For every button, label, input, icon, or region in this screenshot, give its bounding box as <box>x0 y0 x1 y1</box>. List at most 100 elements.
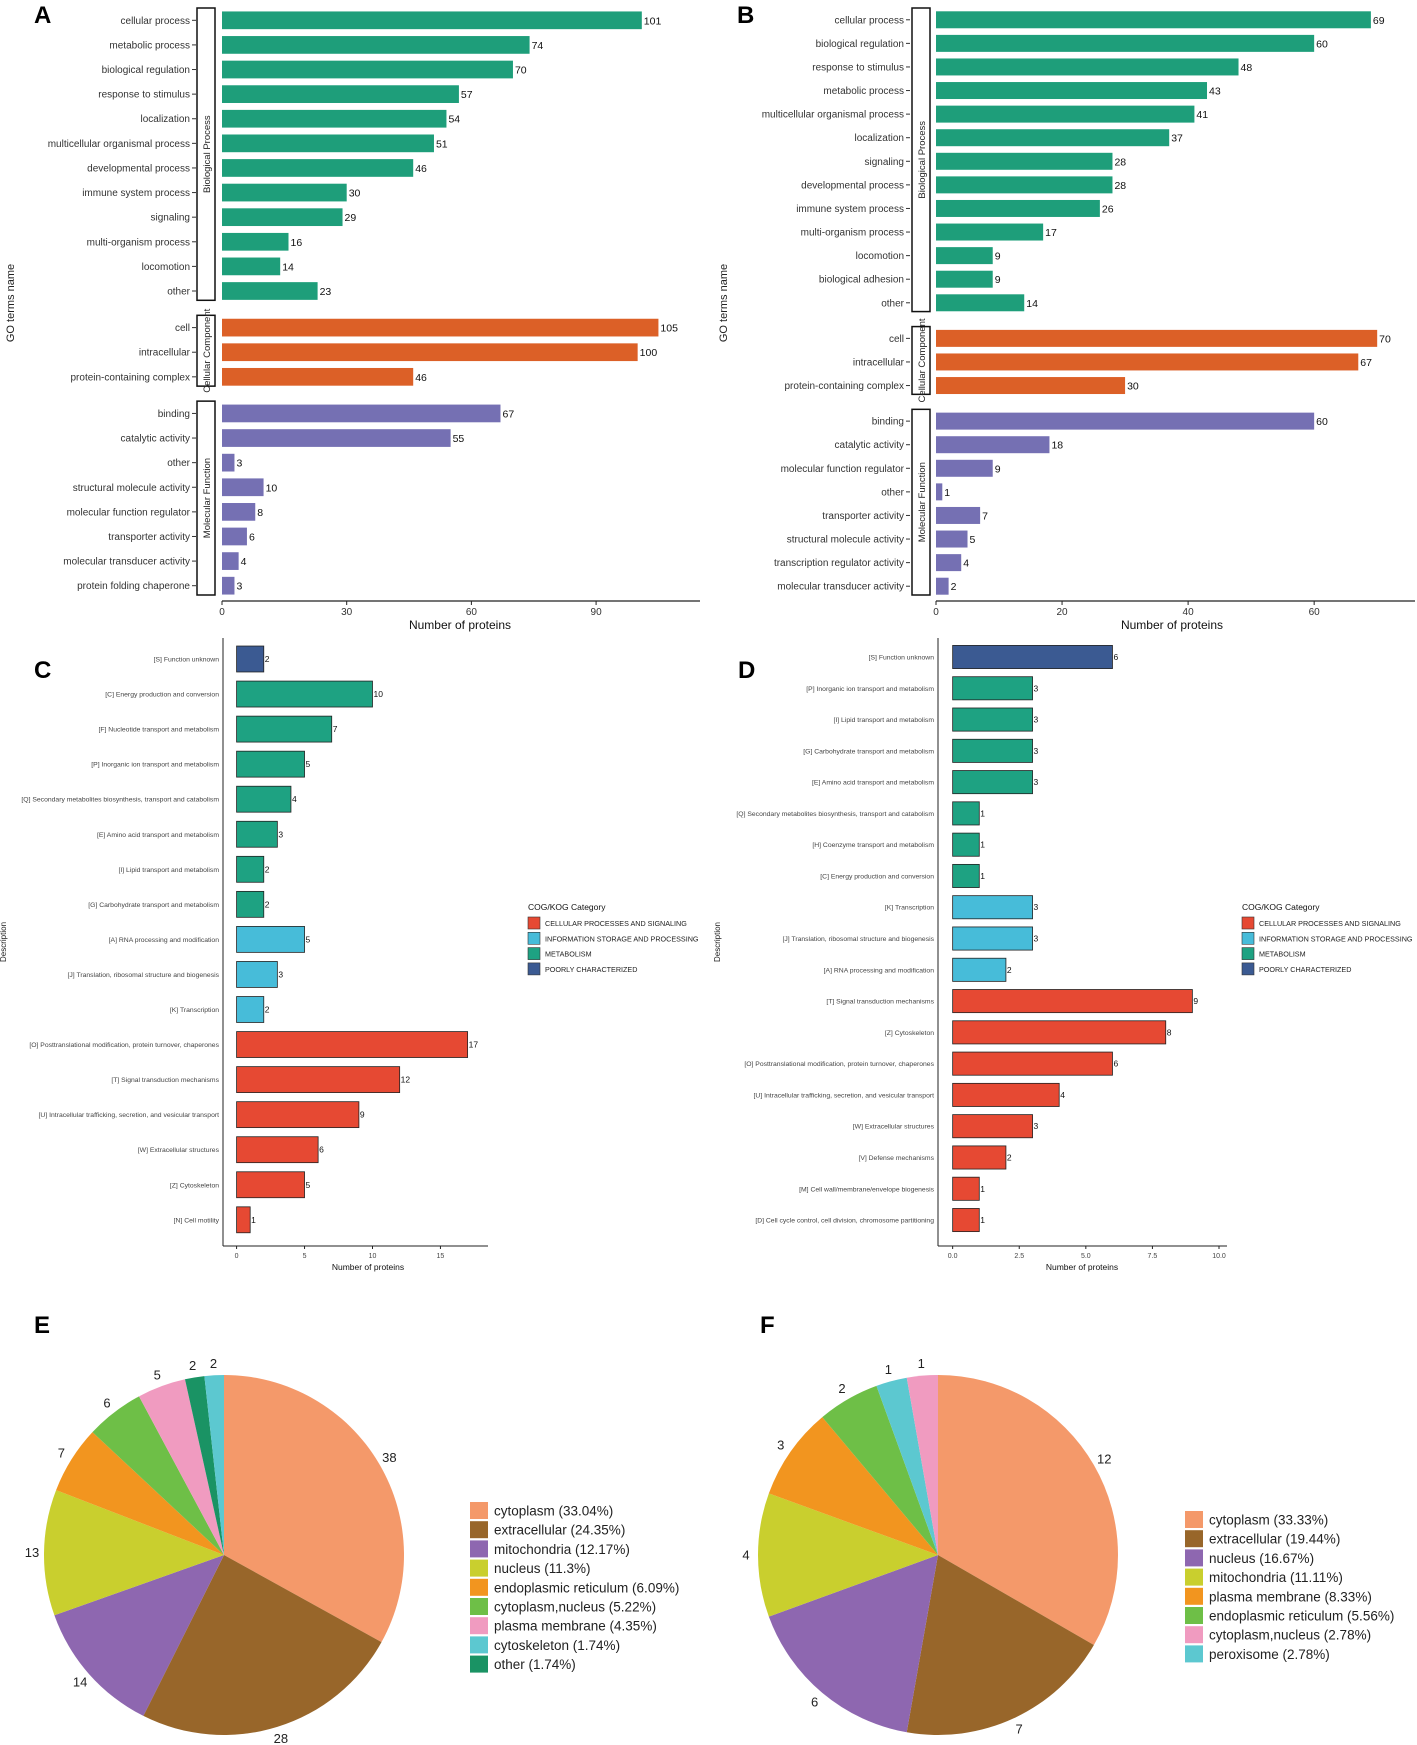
bar <box>936 82 1208 100</box>
bar-value-label: 5 <box>306 934 311 944</box>
bar <box>236 1171 305 1199</box>
panel-label: F <box>760 1312 775 1339</box>
x-tick-label: 0 <box>235 1253 239 1260</box>
bar <box>236 1101 360 1129</box>
x-tick-label: 0 <box>219 607 225 618</box>
bar <box>952 926 1033 951</box>
group-strip <box>196 314 216 387</box>
category-label: structural molecule activity <box>787 535 904 546</box>
group-label: Cellular Component <box>202 308 213 392</box>
bar-value-label: 37 <box>1171 133 1183 145</box>
bar-value-label: 9 <box>995 251 1001 263</box>
category-label: signaling <box>865 157 904 168</box>
bar <box>936 223 1044 241</box>
x-tick-label: 90 <box>591 607 603 618</box>
y-axis-title: GO terms name <box>5 264 17 342</box>
legend-label: CELLULAR PROCESSES AND SIGNALING <box>545 919 687 928</box>
bar <box>236 715 333 743</box>
group-strip <box>911 408 931 596</box>
category-label: biological regulation <box>102 65 190 76</box>
pie-slice-peroxisome <box>876 1377 938 1555</box>
legend-swatch <box>1185 1530 1203 1548</box>
bar <box>952 738 1033 763</box>
bar-value-label: 9 <box>360 1110 365 1120</box>
bar-value-label: 67 <box>502 408 514 420</box>
slice-value-label: 3 <box>777 1437 784 1452</box>
category-label: [A] RNA processing and modification <box>824 967 935 974</box>
category-label: localization <box>141 114 190 125</box>
category-label: metabolic process <box>823 86 904 97</box>
bar-value-label: 6 <box>1113 1059 1118 1069</box>
category-label: transcription regulator activity <box>774 558 904 569</box>
bar <box>936 294 1025 312</box>
category-label: cell <box>175 323 190 334</box>
bar-value-label: 43 <box>1209 86 1221 98</box>
bar <box>952 1082 1060 1107</box>
pie-slice-cytoplasm-nucleus <box>92 1396 224 1555</box>
bar-value-label: 9 <box>1193 996 1198 1006</box>
pie-slice-cytoplasm <box>224 1375 405 1643</box>
bar <box>236 855 265 883</box>
bar <box>236 1066 401 1093</box>
category-label: locomotion <box>142 262 190 273</box>
bar-value-label: 1 <box>980 808 985 818</box>
group-label: Molecular Function <box>202 458 213 538</box>
category-label: [D] Cell cycle control, cell division, c… <box>755 1218 934 1225</box>
category-label: [Z] Cytoskeleton <box>170 1182 219 1189</box>
bar <box>936 554 962 572</box>
group-label: Biological Process <box>202 115 213 193</box>
bar <box>952 989 1193 1014</box>
slice-value-label: 2 <box>210 1356 217 1371</box>
x-axis-title: Number of proteins <box>409 618 511 632</box>
category-label: other <box>881 298 904 309</box>
bar <box>222 183 347 202</box>
category-label: [T] Signal transduction mechanisms <box>826 999 934 1006</box>
bar <box>236 1031 469 1058</box>
category-label: [J] Translation, ribosomal structure and… <box>783 936 935 943</box>
category-label: intracellular <box>139 348 191 359</box>
bar-value-label: 3 <box>1034 1121 1039 1131</box>
bar-value-label: 14 <box>282 261 294 273</box>
panel-f-pie-chart: F 12 7 6 4 3 2 1 1 cytoplasm (33.33%) extracellula… <box>742 1312 1394 1737</box>
category-label: [G] Carbohydrate transport and metabolis… <box>803 748 934 755</box>
bar <box>952 1176 980 1201</box>
bar-value-label: 101 <box>644 15 662 27</box>
bar <box>936 199 1100 217</box>
bar <box>952 1208 980 1233</box>
category-label: [P] Inorganic ion transport and metaboli… <box>91 762 219 769</box>
category-label: [C] Energy production and conversion <box>820 873 934 880</box>
slice-value-label: 2 <box>838 1381 845 1396</box>
x-tick-label: 60 <box>466 607 478 618</box>
category-label: [F] Nucleotide transport and metabolism <box>98 727 219 734</box>
panel-label: C <box>34 657 51 684</box>
bar <box>222 552 239 570</box>
category-label: multi-organism process <box>87 237 190 248</box>
category-label: [G] Carbohydrate transport and metabolis… <box>88 902 219 909</box>
bar <box>236 996 265 1023</box>
legend-label: POORLY CHARACTERIZED <box>1259 965 1351 974</box>
group-strip <box>911 7 931 313</box>
legend-swatch <box>470 1578 488 1596</box>
bar-value-label: 6 <box>1113 652 1118 662</box>
category-label: immune system process <box>82 188 190 199</box>
category-label: localization <box>855 133 904 144</box>
bar <box>236 785 292 813</box>
category-label: transporter activity <box>822 511 904 522</box>
pie-slice-nucleus <box>44 1490 224 1616</box>
bar-value-label: 18 <box>1051 440 1063 452</box>
legend-label: cytoskeleton (1.74%) <box>494 1638 620 1653</box>
legend-label: INFORMATION STORAGE AND PROCESSING <box>1259 934 1413 943</box>
bar-value-label: 29 <box>345 212 357 224</box>
bar <box>952 832 980 857</box>
legend-swatch <box>527 962 541 976</box>
bar-value-label: 67 <box>1360 357 1372 369</box>
category-label: [O] Posttranslational modification, prot… <box>29 1042 219 1049</box>
category-label: other <box>167 287 190 298</box>
category-label: [I] Lipid transport and metabolism <box>119 867 220 874</box>
bar-value-label: 2 <box>265 654 270 664</box>
y-axis-title: GO terms name <box>718 264 730 342</box>
bar <box>236 926 305 953</box>
group-label: Biological Process <box>917 121 928 199</box>
legend-swatch <box>527 947 541 960</box>
category-label: response to stimulus <box>812 62 904 73</box>
